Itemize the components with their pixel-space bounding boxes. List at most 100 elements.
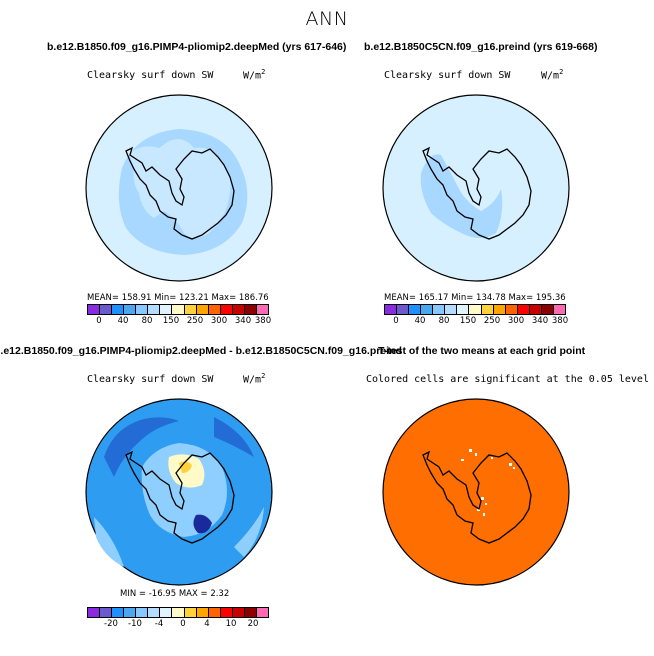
colorbar-cell [481, 305, 494, 314]
tick-label: 150 [459, 316, 477, 326]
units-label-bottom-left: W/m2 [243, 372, 266, 386]
white-cell [483, 513, 485, 516]
colorbar-cell [160, 305, 173, 314]
colorbar-cell [136, 305, 149, 314]
map-negative-core [193, 514, 212, 534]
colorbar-cell [136, 608, 149, 617]
white-cell [491, 457, 493, 459]
colorbar-cell [208, 608, 221, 617]
colorbar-cell [385, 305, 398, 314]
colorbar-ticks-top-right: 0 40 80 150 250 300 340 380 [384, 316, 568, 328]
colorbar-cell [256, 608, 268, 617]
white-cell [513, 467, 515, 469]
colorbar-cell [172, 608, 185, 617]
variable-label-bottom-right: Colored cells are significant at the 0.0… [366, 374, 649, 385]
tick-label: 250 [483, 316, 501, 326]
colorbar-top-left [87, 304, 269, 315]
polar-map-bottom-left [85, 398, 273, 586]
tick-label: 340 [531, 316, 549, 326]
colorbar-cell [172, 305, 185, 314]
colorbar-cell [124, 608, 137, 617]
colorbar-cell [397, 305, 410, 314]
colorbar-cell [232, 608, 245, 617]
colorbar-cell [553, 305, 565, 314]
colorbar-cell [409, 305, 422, 314]
colorbar-cell [184, 305, 197, 314]
colorbar-cell [220, 608, 233, 617]
colorbar-cell [100, 305, 113, 314]
tick-label: 40 [117, 316, 129, 326]
polar-map-bottom-right [382, 398, 570, 586]
white-cell [461, 459, 464, 461]
stats-top-left: MEAN= 158.91 Min= 123.21 Max= 186.76 [87, 293, 269, 303]
map-dark-patch [104, 417, 179, 477]
colorbar-cell [505, 305, 518, 314]
tick-label: 20 [247, 619, 259, 629]
colorbar-cell [208, 305, 221, 314]
tick-label: 40 [414, 316, 426, 326]
colorbar-cell [220, 305, 233, 314]
colorbar-cell [112, 305, 125, 314]
panel-title-bottom-left: b.e12.B1850.f09_g16.PIMP4-pliomip2.deepM… [0, 345, 402, 357]
panel-title-top-right: b.e12.B1850C5CN.f09_g16.preind (yrs 619-… [364, 41, 598, 53]
colorbar-cell [469, 305, 482, 314]
white-cell [477, 509, 480, 511]
colorbar-cell [529, 305, 542, 314]
stats-bottom-left: MIN = -16.95 MAX = 2.32 [120, 589, 230, 599]
polar-map-top-right [382, 94, 570, 282]
tick-label: 0 [180, 619, 186, 629]
colorbar-cell [88, 305, 101, 314]
tick-label: -20 [104, 619, 118, 629]
map-lowvalue-shade [420, 154, 503, 238]
colorbar-cell [457, 305, 470, 314]
white-cell [481, 497, 484, 500]
white-cell [469, 449, 472, 452]
tick-label: 300 [507, 316, 525, 326]
colorbar-ticks-top-left: 0 40 80 150 250 300 340 380 [87, 316, 271, 328]
colorbar-cell [100, 608, 113, 617]
map-light-patch [94, 517, 124, 567]
tick-label: -4 [154, 619, 164, 629]
colorbar-cell [196, 305, 209, 314]
colorbar-cell [112, 608, 125, 617]
colorbar-cell [256, 305, 268, 314]
tick-label: 80 [141, 316, 153, 326]
units-label-top-left: W/m2 [243, 68, 266, 82]
tick-label: 0 [96, 316, 102, 326]
colorbar-top-right [384, 304, 566, 315]
colorbar-cell [124, 305, 137, 314]
non-significant-cells [461, 449, 515, 516]
tick-label: 4 [204, 619, 210, 629]
colorbar-cell [541, 305, 554, 314]
colorbar-cell [184, 608, 197, 617]
tick-label: 250 [186, 316, 204, 326]
map-dark-patch [214, 417, 254, 457]
tick-label: 380 [551, 316, 569, 326]
tick-label: 0 [393, 316, 399, 326]
tick-label: -10 [128, 619, 142, 629]
colorbar-cell [148, 305, 161, 314]
map-significance-region [382, 398, 570, 586]
colorbar-cell [493, 305, 506, 314]
colorbar-cell [160, 608, 173, 617]
colorbar-bottom-left [87, 607, 269, 618]
map-light-patch [234, 507, 264, 557]
colorbar-cell [148, 608, 161, 617]
antarctica-coastline [422, 450, 532, 544]
variable-label-top-left: Clearsky surf down SW [87, 70, 214, 81]
antarctica-coastline [422, 146, 532, 240]
tick-label: 10 [225, 619, 237, 629]
panel-title-top-left: b.e12.B1850.f09_g16.PIMP4-pliomip2.deepM… [47, 41, 347, 53]
panel-title-bottom-right: T-test of the two means at each grid poi… [378, 345, 586, 357]
polar-map-top-left [85, 94, 273, 282]
colorbar-cell [433, 305, 446, 314]
white-cell [509, 463, 512, 466]
stats-top-right: MEAN= 165.17 Min= 134.78 Max= 195.36 [384, 293, 566, 303]
colorbar-cell [421, 305, 434, 314]
tick-label: 80 [438, 316, 450, 326]
white-cell [485, 503, 487, 505]
map-ice-sheet-shade [141, 443, 227, 537]
antarctica-coastline [125, 450, 235, 544]
colorbar-cell [445, 305, 458, 314]
tick-label: 150 [162, 316, 180, 326]
